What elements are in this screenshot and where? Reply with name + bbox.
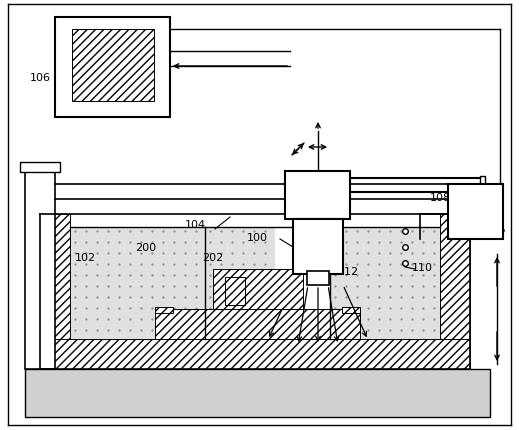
Text: 200: 200 [135, 243, 156, 252]
Bar [40, 215, 70, 369]
Bar [55, 18, 170, 118]
Bar [285, 172, 350, 219]
Bar [155, 309, 360, 339]
Bar [213, 269, 303, 309]
Text: 106: 106 [30, 73, 51, 83]
Bar [342, 307, 360, 313]
Bar [20, 163, 60, 172]
Text: 104: 104 [184, 219, 206, 230]
Bar [40, 339, 470, 369]
Bar [155, 307, 173, 313]
Bar [307, 271, 329, 286]
Bar [480, 177, 485, 194]
Text: 108: 108 [430, 193, 451, 203]
Bar [72, 30, 154, 102]
Bar [25, 369, 490, 417]
Bar [25, 169, 55, 369]
Bar [330, 227, 440, 339]
Bar [448, 184, 503, 240]
Text: 202: 202 [202, 252, 223, 262]
Text: 100: 100 [247, 233, 268, 243]
Bar [293, 219, 343, 274]
Bar [70, 227, 205, 339]
Bar [205, 227, 275, 339]
Text: 112: 112 [338, 266, 359, 276]
Bar [440, 215, 470, 369]
Bar [225, 277, 245, 305]
Text: 102: 102 [75, 252, 96, 262]
Text: 110: 110 [412, 262, 433, 272]
